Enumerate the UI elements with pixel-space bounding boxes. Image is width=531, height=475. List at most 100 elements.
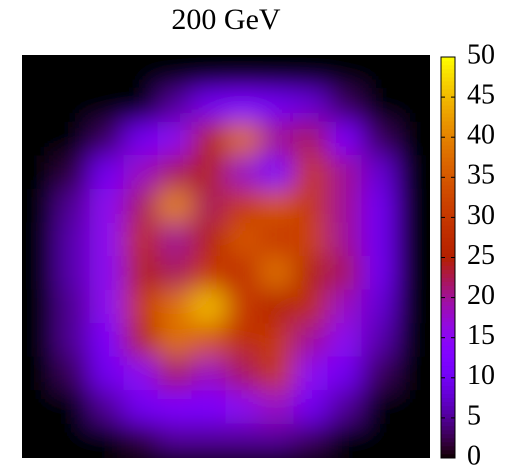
colorbar-segment [441, 217, 455, 222]
colorbar-segment [441, 80, 455, 86]
colorbar-segment [441, 112, 455, 118]
heat-cell [395, 222, 430, 257]
colorbar-tick-label: 10 [467, 360, 495, 391]
colorbar-segment [441, 421, 455, 427]
heat-cell [22, 121, 57, 157]
colorbar-segment [441, 313, 455, 318]
heat-cell [157, 88, 193, 123]
heat-cell [259, 88, 295, 123]
colorbar-segment [441, 68, 455, 74]
heat-cell [22, 188, 57, 224]
heat-cell [191, 155, 227, 190]
heat-cell [293, 423, 329, 458]
heat-cell [191, 323, 227, 358]
heat-cell [157, 289, 193, 325]
colorbar-segment [441, 385, 455, 391]
heat-cell [327, 88, 363, 123]
colorbar-segment [441, 361, 455, 367]
colorbar-tick-label: 5 [467, 400, 481, 431]
heat-cell [225, 88, 261, 123]
heat-cell [123, 323, 159, 358]
colorbar-segment [441, 189, 455, 194]
colorbar-segment [441, 345, 455, 351]
colorbar-segment [441, 92, 455, 98]
colorbar-segment [441, 445, 455, 451]
heat-cell [361, 323, 397, 358]
colorbar-segment [441, 64, 455, 70]
heat-cell [89, 55, 125, 90]
colorbar-segment [441, 261, 455, 266]
colorbar-segment [441, 321, 455, 326]
heat-cell [327, 356, 363, 392]
heat-cell [22, 356, 57, 392]
chart-title: 200 GeV [171, 3, 280, 36]
colorbar-segment [441, 201, 455, 206]
colorbar-segment [441, 309, 455, 314]
heat-cell [55, 356, 91, 392]
heat-cell [123, 222, 159, 257]
heat-cell [191, 423, 227, 458]
heat-cell [55, 222, 91, 257]
heat-cell [293, 188, 329, 224]
heat-cell [293, 356, 329, 392]
heat-cell [55, 121, 91, 157]
heat-cell [89, 222, 125, 257]
heat-cell [191, 222, 227, 257]
heat-cell [191, 289, 227, 325]
heat-cell [361, 55, 397, 90]
heat-cell [55, 55, 91, 90]
heat-cell [123, 121, 159, 157]
heat-cell [327, 155, 363, 190]
colorbar-segment [441, 88, 455, 94]
heat-cell [395, 188, 430, 224]
colorbar-segment [441, 349, 455, 355]
heat-cell [327, 323, 363, 358]
colorbar-segment [441, 124, 455, 130]
colorbar-segment [441, 357, 455, 363]
heat-cell [191, 55, 227, 90]
heat-cell [225, 55, 261, 90]
heat-cell [123, 423, 159, 458]
colorbar-segment [441, 225, 455, 230]
colorbar-segment [441, 369, 455, 375]
heat-cell [191, 390, 227, 425]
heat-cell [55, 256, 91, 291]
heat-cell [89, 356, 125, 392]
colorbar-segment [441, 104, 455, 110]
heat-cell [259, 55, 295, 90]
heat-cell [157, 390, 193, 425]
heat-cell [293, 121, 329, 157]
heat-cell [89, 88, 125, 123]
heat-cell [89, 423, 125, 458]
heat-cell [157, 188, 193, 224]
heat-cell [191, 356, 227, 392]
heat-cell [327, 55, 363, 90]
heat-cell [259, 289, 295, 325]
heat-cell [191, 88, 227, 123]
heat-cell [395, 256, 430, 291]
heat-cell [157, 121, 193, 157]
colorbar-segment [441, 325, 455, 330]
colorbar-segment [441, 156, 455, 162]
colorbar-segment [441, 377, 455, 383]
colorbar-segment [441, 353, 455, 359]
colorbar-segment [441, 397, 455, 403]
heat-cell [22, 256, 57, 291]
colorbar-segment [441, 205, 455, 210]
heat-cell [22, 423, 57, 458]
heat-cell [395, 390, 430, 425]
colorbar-segment [441, 257, 455, 262]
heat-cell [55, 88, 91, 123]
heat-cell [293, 55, 329, 90]
heat-cell [361, 222, 397, 257]
heat-cell [293, 155, 329, 190]
heat-cell [395, 289, 430, 325]
heat-cell [327, 289, 363, 325]
colorbar-segment [441, 56, 455, 62]
heat-cell [55, 188, 91, 224]
heat-cell [55, 155, 91, 190]
colorbar-segment [441, 152, 455, 158]
heat-cell [123, 356, 159, 392]
heat-cell [293, 222, 329, 257]
heat-cell [225, 390, 261, 425]
